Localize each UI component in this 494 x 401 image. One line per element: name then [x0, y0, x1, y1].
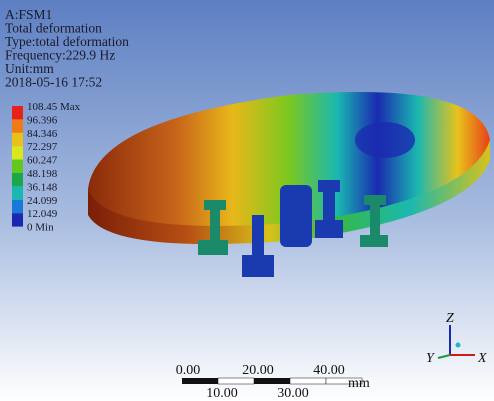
- legend-swatch: [12, 106, 23, 119]
- header-line: 2018-05-16 17:52: [5, 75, 102, 90]
- legend-swatch: [12, 133, 23, 146]
- legend-label: 84.346: [27, 128, 58, 140]
- legend-swatch: [12, 173, 23, 186]
- legend-label: 72.297: [27, 141, 58, 153]
- legend-label: 12.049: [27, 208, 58, 220]
- legend-label: 0 Min: [27, 222, 54, 234]
- scale-unit: mm: [348, 376, 370, 391]
- legend-swatch: [12, 119, 23, 132]
- legend-swatch: [12, 186, 23, 199]
- scale-label: 20.00: [242, 363, 274, 378]
- axis-label: Z: [446, 311, 454, 326]
- legend-label: 96.396: [27, 114, 58, 126]
- scale-label: 0.00: [176, 363, 201, 378]
- legend-label: 108.45 Max: [27, 101, 81, 113]
- legend-swatch: [12, 200, 23, 213]
- scale-label: 10.00: [206, 386, 238, 401]
- viewport: A:FSM1Total deformationType:total deform…: [0, 0, 494, 401]
- legend-swatch: [12, 213, 23, 226]
- legend-label: 60.247: [27, 155, 58, 167]
- legend-swatch: [12, 146, 23, 159]
- legend-swatch: [12, 160, 23, 173]
- axis-label: X: [477, 351, 487, 366]
- legend-label: 36.148: [27, 181, 58, 193]
- scale-label: 30.00: [277, 386, 309, 401]
- legend-label: 48.198: [27, 168, 58, 180]
- legend-label: 24.099: [27, 195, 58, 207]
- scale-label: 40.00: [313, 363, 345, 378]
